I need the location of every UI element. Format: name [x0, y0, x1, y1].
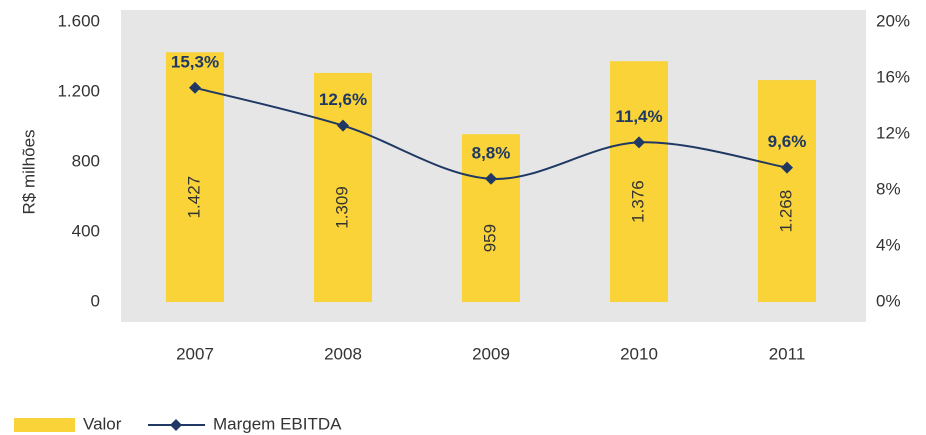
bar-value-label: 959 [480, 224, 499, 252]
y2-tick-label: 0% [876, 291, 901, 310]
line-value-label: 11,4% [615, 107, 662, 126]
bar-value-label: 1.376 [628, 180, 647, 223]
line-value-label: 12,6% [319, 90, 367, 109]
y-axis-label: R$ milhões [19, 129, 38, 214]
line-marker [337, 119, 349, 132]
line-marker [485, 172, 497, 185]
x-tick-label: 2011 [769, 344, 806, 363]
y-tick-label: 1.600 [57, 11, 100, 30]
y2-tick-label: 16% [876, 67, 910, 86]
bar-value-label: 1.427 [184, 176, 203, 219]
bar [462, 134, 520, 302]
bar-value-label: 1.309 [332, 186, 351, 229]
line-value-label: 9,6% [768, 132, 807, 151]
bar-value-label: 1.268 [776, 190, 795, 233]
legend-marker [170, 419, 182, 431]
y2-tick-label: 4% [876, 235, 901, 254]
bar [758, 80, 816, 302]
x-tick-label: 2010 [620, 344, 658, 363]
y-tick-label: 400 [72, 221, 100, 240]
line-marker [633, 136, 645, 149]
legend-swatch [14, 418, 75, 432]
legend-label: Margem EBITDA [213, 414, 342, 433]
x-tick-label: 2007 [176, 344, 214, 363]
x-tick-label: 2009 [472, 344, 510, 363]
line-value-label: 15,3% [171, 52, 219, 71]
y-tick-label: 0 [91, 291, 100, 310]
legend-label: Valor [83, 414, 122, 433]
bar [314, 72, 372, 302]
line-marker [189, 81, 201, 94]
bar [610, 61, 668, 303]
y2-tick-label: 12% [876, 123, 910, 142]
bar [166, 52, 224, 303]
y-tick-label: 800 [72, 151, 100, 170]
y2-tick-label: 8% [876, 179, 901, 198]
y2-tick-label: 20% [876, 11, 910, 30]
line-marker [781, 161, 793, 174]
y-tick-label: 1.200 [57, 81, 100, 100]
line-value-label: 8,8% [472, 143, 511, 162]
x-tick-label: 2008 [324, 344, 362, 363]
